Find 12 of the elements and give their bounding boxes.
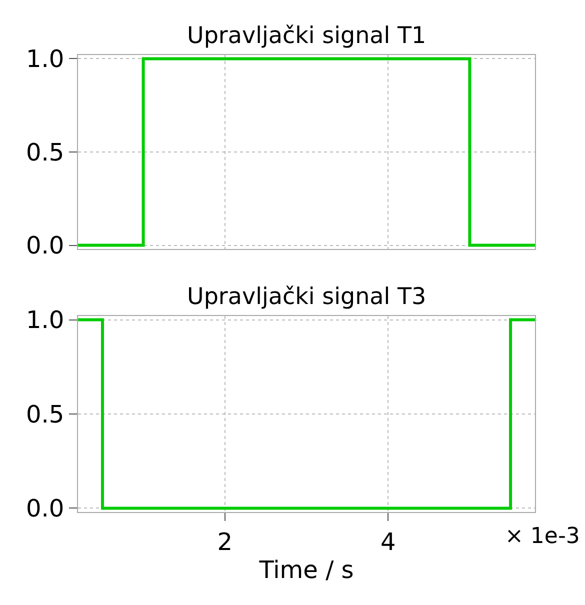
x-tick-label: 2 xyxy=(217,528,233,556)
x-tick-label: 4 xyxy=(380,528,396,556)
y-tick-label: 0.0 xyxy=(26,494,64,523)
text: × 1e-3 xyxy=(505,524,580,549)
x-axis-title: Time / s xyxy=(258,556,354,584)
y-tick-label: 1.0 xyxy=(26,306,64,334)
chart-title: Upravljački signal T3 xyxy=(187,284,426,310)
y-tick-label: 0.5 xyxy=(26,138,64,166)
y-tick-label: 0.5 xyxy=(26,400,64,428)
y-tick-label: 1.0 xyxy=(26,45,64,74)
chart-title: Upravljački signal T1 xyxy=(187,23,426,49)
y-tick-label: 0.0 xyxy=(26,232,64,260)
